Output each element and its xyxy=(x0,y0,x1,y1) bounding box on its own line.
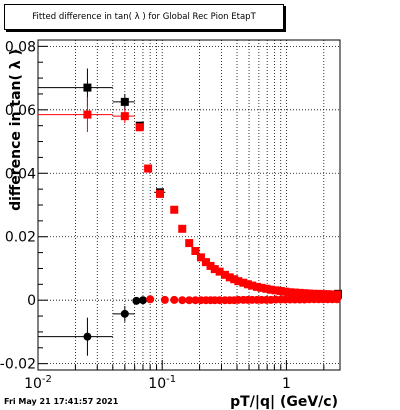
y-tick-label: 0.06 xyxy=(5,103,36,119)
data-point-square xyxy=(290,288,299,297)
data-point-circle xyxy=(120,309,129,318)
data-points xyxy=(38,68,342,356)
tick-labels: -0.02 0 0.02 0.04 0.06 0.08 10-2 10-1 1 xyxy=(0,39,291,392)
x-tick-label: 10-1 xyxy=(148,374,176,392)
y-axis-label: difference in tan( λ ) xyxy=(8,49,24,211)
data-point-square xyxy=(178,224,187,233)
data-point-square xyxy=(257,283,266,292)
data-point-circle xyxy=(160,295,169,304)
data-point-square xyxy=(234,277,243,286)
data-point-square xyxy=(191,247,200,256)
data-point-circle xyxy=(191,296,200,305)
data-point-square xyxy=(328,290,337,299)
y-tick-label: 0.02 xyxy=(5,230,36,246)
data-point-square xyxy=(281,287,290,296)
data-point-square xyxy=(196,253,205,262)
data-point-square xyxy=(215,267,224,276)
data-point-square xyxy=(185,239,194,248)
data-point-square xyxy=(253,282,262,291)
axis-ticks xyxy=(37,45,325,370)
timestamp: Fri May 21 17:41:57 2021 xyxy=(4,397,119,406)
data-point-square xyxy=(206,261,215,270)
data-point-square xyxy=(262,284,271,293)
data-point-square xyxy=(332,290,341,299)
x-tick-label: 1 xyxy=(282,376,291,392)
data-point-square xyxy=(83,83,92,92)
data-point-circle xyxy=(170,295,179,304)
data-point-square xyxy=(230,275,239,284)
data-point-square xyxy=(266,285,275,294)
data-point-square xyxy=(120,112,129,121)
data-point-square xyxy=(286,288,295,297)
data-point-square xyxy=(310,289,319,298)
y-tick-label: 0.08 xyxy=(5,39,36,55)
data-point-circle xyxy=(185,296,194,305)
data-point-square xyxy=(314,289,323,298)
data-point-circle xyxy=(132,296,141,305)
data-point-square xyxy=(319,290,328,299)
data-point-square xyxy=(225,273,234,282)
plot-frame xyxy=(37,39,341,371)
plot-border xyxy=(37,39,341,371)
data-point-circle xyxy=(138,296,147,305)
data-point-square xyxy=(135,123,144,132)
y-tick-label: -0.02 xyxy=(0,357,36,373)
y-tick-label: 0.04 xyxy=(5,166,36,182)
chart-title: Fitted difference in tan( λ ) for Global… xyxy=(4,4,284,30)
data-point-square xyxy=(156,189,165,198)
data-point-square xyxy=(276,286,285,295)
data-point-circle xyxy=(83,332,92,341)
x-axis-label: pT/|q| (GeV/c) xyxy=(230,394,338,410)
data-point-square xyxy=(210,265,219,274)
data-point-circle xyxy=(146,295,155,304)
data-point-square xyxy=(120,97,129,106)
data-point-square xyxy=(201,258,210,267)
data-point-circle xyxy=(178,296,187,305)
data-point-square xyxy=(220,270,229,279)
data-point-square xyxy=(144,164,153,173)
x-tick-label: 10-2 xyxy=(24,374,52,392)
data-point-square xyxy=(271,286,280,295)
y-tick-label: 0 xyxy=(27,293,36,309)
data-point-square xyxy=(295,288,304,297)
grid-lines xyxy=(38,40,340,370)
data-point-square xyxy=(243,280,252,289)
data-point-square xyxy=(170,205,179,214)
data-point-square xyxy=(305,289,314,298)
data-point-circle xyxy=(332,295,341,304)
data-point-square xyxy=(323,290,332,299)
data-point-square xyxy=(83,110,92,119)
data-point-square xyxy=(239,278,248,287)
data-point-square xyxy=(248,281,257,290)
data-point-square xyxy=(300,289,309,298)
